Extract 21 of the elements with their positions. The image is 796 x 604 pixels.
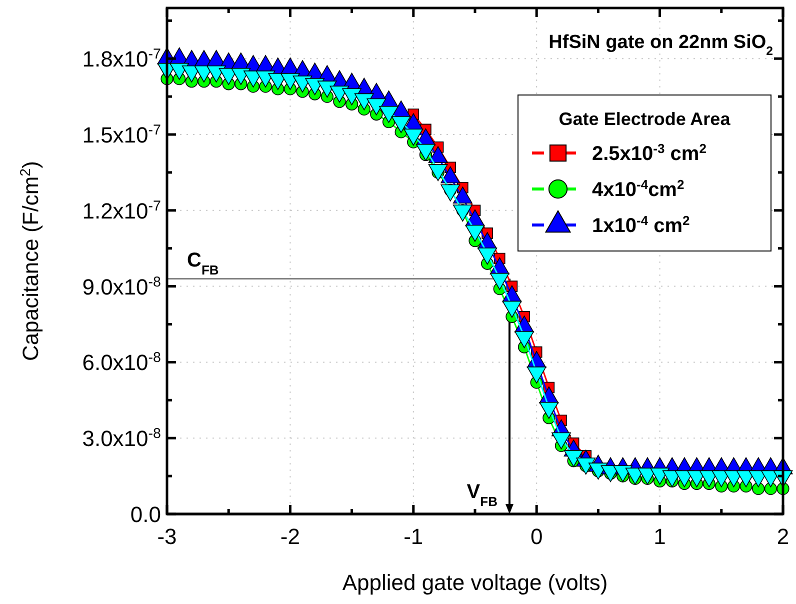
y-tick-label: 1.2x10$^{-7}$ bbox=[82, 198, 162, 224]
y-tick-label: 6.0x10$^{-8}$ bbox=[82, 350, 162, 376]
legend-label: 1x10$^{-4}$ cm$^{2}$ bbox=[592, 212, 690, 237]
legend-label: 4x10$^{-4}$cm$^{2}$ bbox=[592, 176, 684, 201]
legend-title: Gate Electrode Area bbox=[558, 109, 732, 129]
text: HfSiN gate on 22nm SiO$_{2}$ bbox=[548, 32, 774, 58]
legend-label: 2.5x10$^{-3}$ cm$^{2}$ bbox=[592, 140, 706, 165]
x-tick-label: -3 bbox=[157, 524, 177, 549]
y-tick-label: 0.0 bbox=[130, 502, 161, 527]
ref-line-label: C$_{FB}$ bbox=[187, 250, 219, 278]
x-tick-label: 2 bbox=[776, 524, 790, 549]
x-tick-label: -2 bbox=[280, 524, 300, 549]
x-axis-title: Applied gate voltage (volts) bbox=[342, 570, 608, 595]
y-tick-label: 9.0x10$^{-8}$ bbox=[82, 274, 162, 300]
x-tick-label: 1 bbox=[654, 524, 666, 549]
x-tick-label: 0 bbox=[530, 524, 543, 549]
y-tick-label: 3.0x10$^{-8}$ bbox=[82, 426, 162, 452]
y-tick-label: 1.5x10$^{-7}$ bbox=[82, 122, 162, 148]
ref-line-label: V$_{FB}$ bbox=[466, 481, 498, 508]
x-tick-label: -1 bbox=[404, 524, 424, 549]
y-tick-label: 1.8x10$^{-7}$ bbox=[82, 46, 162, 72]
